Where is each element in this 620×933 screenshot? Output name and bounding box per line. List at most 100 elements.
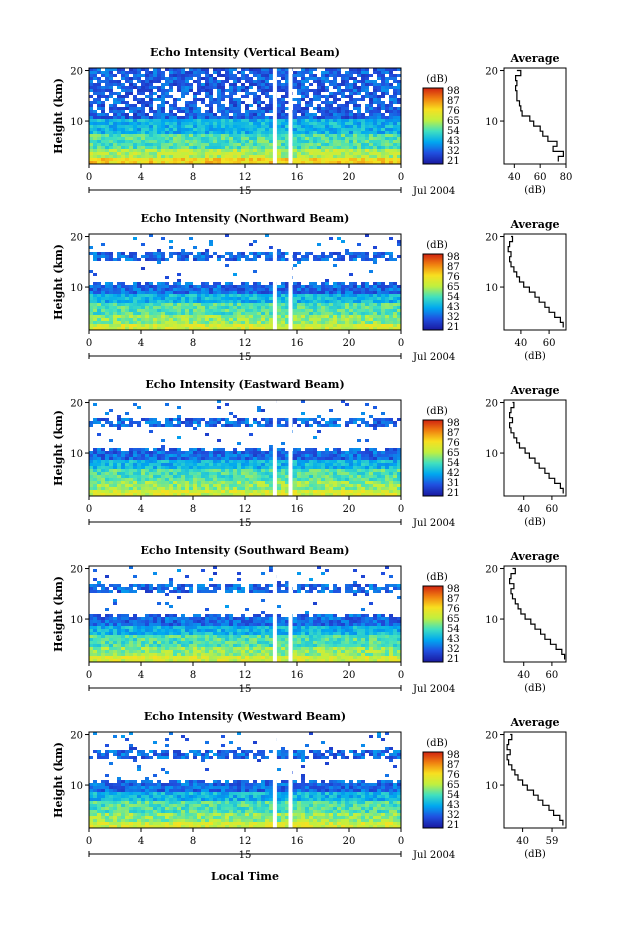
heatmap-cell	[241, 466, 245, 469]
heatmap-cell	[169, 475, 173, 478]
heatmap-cell	[165, 321, 169, 324]
heatmap-cell	[241, 122, 245, 125]
heatmap-cell	[201, 460, 205, 463]
heatmap-cell	[265, 137, 269, 140]
heatmap-cell	[141, 418, 145, 421]
heatmap-cell	[313, 475, 317, 478]
heatmap-cell	[169, 318, 173, 321]
heatmap-cell	[381, 288, 385, 291]
heatmap-cell	[357, 297, 361, 300]
heatmap-cell	[133, 451, 137, 454]
heatmap-cell	[129, 137, 133, 140]
heatmap-cell	[205, 128, 209, 131]
heatmap-cell	[121, 116, 125, 119]
heatmap-cell	[393, 89, 397, 92]
heatmap-cell	[321, 71, 325, 74]
heatmap-cell	[105, 291, 109, 294]
heatmap-cell	[261, 137, 265, 140]
heatmap-cell	[297, 312, 301, 315]
heatmap-cell	[197, 321, 201, 324]
heatmap-cell	[397, 113, 401, 116]
heatmap-cell	[193, 80, 197, 83]
heatmap-cell	[301, 421, 305, 424]
heatmap-cell	[205, 104, 209, 107]
heatmap-cell	[125, 478, 129, 481]
heatmap-cell	[233, 128, 237, 131]
heatmap-cell	[149, 418, 153, 421]
heatmap-cell	[385, 312, 389, 315]
heatmap-cell	[221, 460, 225, 463]
heatmap-cell	[321, 454, 325, 457]
heatmap-cell	[225, 315, 229, 318]
heatmap-cell	[173, 146, 177, 149]
heatmap-cell	[293, 149, 297, 152]
heatmap-cell	[149, 454, 153, 457]
heatmap-cell	[261, 475, 265, 478]
heatmap-cell	[169, 74, 173, 77]
heatmap-cell	[333, 71, 337, 74]
x-tick-label: 0	[86, 172, 92, 183]
heatmap-cell	[205, 122, 209, 125]
heatmap-cell	[309, 122, 313, 125]
heatmap-cell	[349, 309, 353, 312]
heatmap-cell	[297, 451, 301, 454]
heatmap-cell	[377, 131, 381, 134]
heatmap-cell	[397, 240, 401, 243]
heatmap-cell	[193, 294, 197, 297]
heatmap-cell	[201, 255, 205, 258]
heatmap-cell	[353, 285, 357, 288]
heatmap-cell	[137, 466, 141, 469]
heatmap-cell	[89, 318, 93, 321]
heatmap-cell	[113, 128, 117, 131]
heatmap-cell	[237, 101, 241, 104]
heatmap-cell	[165, 158, 169, 161]
heatmap-cell	[117, 146, 121, 149]
heatmap-cell	[197, 89, 201, 92]
average-y-tick-label: 10	[485, 117, 498, 128]
heatmap-cell	[317, 451, 321, 454]
heatmap-cell	[193, 309, 197, 312]
heatmap-cell	[121, 321, 125, 324]
heatmap-cell	[381, 74, 385, 77]
heatmap-cell	[117, 478, 121, 481]
heatmap-cell	[237, 312, 241, 315]
heatmap-cell	[181, 116, 185, 119]
heatmap-cell	[93, 421, 97, 424]
heatmap-cell	[269, 321, 273, 324]
heatmap-cell	[365, 448, 369, 451]
heatmap-cell	[157, 140, 161, 143]
heatmap-cell	[181, 110, 185, 113]
heatmap-cell	[321, 122, 325, 125]
heatmap-cell	[245, 291, 249, 294]
heatmap-cell	[133, 149, 137, 152]
heatmap-cell	[213, 421, 217, 424]
heatmap-cell	[161, 101, 165, 104]
heatmap-cell	[237, 463, 241, 466]
heatmap-cell	[241, 143, 245, 146]
heatmap-cell	[321, 312, 325, 315]
heatmap-cell	[193, 255, 197, 258]
heatmap-cell	[285, 107, 289, 110]
heatmap-cell	[365, 424, 369, 427]
heatmap-cell	[257, 312, 261, 315]
heatmap-cell	[313, 460, 317, 463]
heatmap-cell	[109, 116, 113, 119]
heatmap-cell	[177, 149, 181, 152]
heatmap-cell	[349, 448, 353, 451]
heatmap-cell	[197, 137, 201, 140]
heatmap-cell	[265, 315, 269, 318]
heatmap-cell	[117, 472, 121, 475]
heatmap-cell	[369, 95, 373, 98]
heatmap-cell	[177, 89, 181, 92]
heatmap-cell	[129, 463, 133, 466]
heatmap-cell	[213, 478, 217, 481]
heatmap-cell	[173, 460, 177, 463]
heatmap-cell	[117, 119, 121, 122]
heatmap-cell	[97, 285, 101, 288]
heatmap-cell	[161, 137, 165, 140]
heatmap-cell	[337, 107, 341, 110]
heatmap-cell	[361, 312, 365, 315]
heatmap-cell	[89, 288, 93, 291]
heatmap-cell	[393, 475, 397, 478]
heatmap-cell	[173, 131, 177, 134]
